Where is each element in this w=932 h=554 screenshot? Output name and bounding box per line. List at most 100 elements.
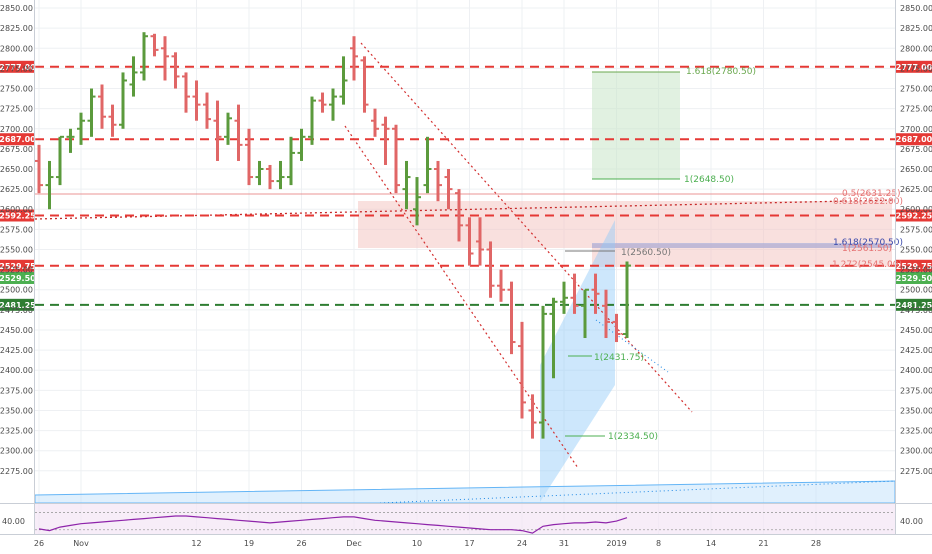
annotation-label: 1(2561.50) bbox=[842, 244, 892, 254]
ohlc-bar bbox=[119, 72, 127, 129]
ohlc-bar bbox=[339, 56, 348, 105]
current-price-label-left: 2529.50 bbox=[0, 274, 36, 283]
ohlc-bar bbox=[497, 269, 505, 302]
annotation-label: 1(2648.50) bbox=[684, 175, 734, 185]
y-tick-label-right: 2300.00 bbox=[900, 447, 932, 456]
x-tick-label: 12 bbox=[191, 539, 201, 548]
y-tick-label-left: 2775.00 bbox=[0, 64, 33, 73]
y-tick-label-left: 2275.00 bbox=[0, 467, 33, 476]
annotation-label: 0.618(2622.00) bbox=[833, 197, 903, 207]
y-tick-label-right: 2575.00 bbox=[900, 225, 932, 234]
y-tick-label-right: 2775.00 bbox=[900, 64, 932, 73]
x-tick-label: 14 bbox=[706, 539, 716, 548]
y-tick-label-right: 2550.00 bbox=[900, 245, 932, 254]
price-level-label-right: 2529.75 bbox=[896, 262, 932, 271]
ohlc-bar bbox=[329, 88, 337, 121]
price-level-tag-right bbox=[896, 209, 932, 222]
ohlc-bar bbox=[486, 241, 495, 298]
indicator-label-right: 40.00 bbox=[900, 517, 923, 526]
annotation-label: 1(2334.50) bbox=[608, 432, 658, 442]
x-tick-label: 8 bbox=[656, 539, 661, 548]
ohlc-bar bbox=[45, 160, 54, 210]
y-tick-label-right: 2525.00 bbox=[900, 266, 932, 275]
bars-layer bbox=[35, 32, 631, 439]
annotation-label: 1.618(2570.50) bbox=[833, 238, 903, 248]
price-level-label-right: 2777.00 bbox=[896, 63, 932, 72]
ohlc-bar bbox=[528, 394, 537, 439]
ohlc-bar bbox=[581, 288, 589, 339]
ohlc-bar bbox=[318, 92, 327, 113]
ohlc-bar bbox=[371, 108, 379, 137]
price-level-label-left: 2687.00 bbox=[0, 135, 36, 144]
current-price-tag-left bbox=[0, 271, 35, 284]
y-tick-label-right: 2800.00 bbox=[900, 44, 932, 53]
ohlc-bar bbox=[98, 84, 106, 129]
y-tick-label-left: 2600.00 bbox=[0, 205, 33, 214]
x-tick-label: 17 bbox=[464, 539, 474, 548]
y-tick-label-left: 2850.00 bbox=[0, 4, 33, 13]
ohlc-bar bbox=[234, 104, 243, 161]
indicator-band-background bbox=[35, 504, 895, 534]
price-level-label-left: 2592.25 bbox=[0, 211, 36, 220]
y-tick-label-left: 2825.00 bbox=[0, 24, 33, 33]
y-tick-label-right: 2600.00 bbox=[900, 205, 932, 214]
x-tick-label: Dec bbox=[346, 539, 361, 548]
ohlc-bar bbox=[434, 160, 442, 202]
y-tick-label-left: 2450.00 bbox=[0, 326, 33, 335]
y-tick-label-right: 2650.00 bbox=[900, 165, 932, 174]
pennant-upper-line bbox=[595, 319, 669, 373]
annotation-label: 1(2560.50) bbox=[621, 248, 671, 258]
ohlc-bar bbox=[140, 32, 148, 81]
y-tick-label-right: 2400.00 bbox=[900, 366, 932, 375]
current-price-label-right: 2529.50 bbox=[896, 274, 932, 283]
ohlc-bar bbox=[423, 136, 432, 194]
resistance-zone-upper bbox=[358, 201, 892, 248]
annotation-label: 1(2431.75) bbox=[594, 353, 644, 363]
ohlc-bar bbox=[224, 112, 232, 145]
y-tick-label-right: 2275.00 bbox=[900, 467, 932, 476]
y-tick-label-left: 2575.00 bbox=[0, 225, 33, 234]
ohlc-bar bbox=[255, 160, 264, 186]
ohlc-bar bbox=[392, 124, 400, 194]
y-tick-label-right: 2725.00 bbox=[900, 105, 932, 114]
price-level-tag-right bbox=[896, 298, 932, 311]
y-tick-label-left: 2475.00 bbox=[0, 306, 33, 315]
trendlines-layer bbox=[34, 42, 896, 504]
fib-blue-band bbox=[592, 243, 892, 248]
ohlc-bar bbox=[213, 100, 222, 161]
y-tick-label-left: 2300.00 bbox=[0, 447, 33, 456]
y-tick-label-right: 2750.00 bbox=[900, 85, 932, 94]
ohlc-bar bbox=[444, 169, 453, 210]
ohlc-bar bbox=[549, 297, 558, 379]
y-tick-label-left: 2675.00 bbox=[0, 145, 33, 154]
ascending-trendline bbox=[34, 199, 896, 220]
ohlc-bar bbox=[192, 80, 201, 121]
target-zone-green bbox=[592, 72, 680, 179]
y-tick-label-right: 2425.00 bbox=[900, 346, 932, 355]
y-tick-label-left: 2325.00 bbox=[0, 427, 33, 436]
ohlc-bar bbox=[203, 92, 211, 129]
y-tick-label-right: 2375.00 bbox=[900, 386, 932, 395]
x-tick-label: 31 bbox=[559, 539, 569, 548]
resistance-zone-lower bbox=[592, 244, 892, 267]
zones-layer bbox=[34, 72, 896, 504]
ohlc-bar bbox=[476, 217, 484, 266]
price-level-tag-right bbox=[896, 60, 932, 73]
ohlc-bar bbox=[507, 281, 516, 355]
ohlc-bar bbox=[612, 313, 621, 343]
ohlc-bar bbox=[56, 135, 64, 186]
y-tick-label-right: 2825.00 bbox=[900, 24, 932, 33]
ohlc-bar bbox=[570, 273, 579, 314]
ohlc-bar bbox=[350, 36, 358, 81]
x-tick-label: 10 bbox=[412, 539, 422, 548]
price-level-tag-right bbox=[896, 259, 932, 272]
x-tick-label: 26 bbox=[296, 539, 306, 548]
y-tick-label-left: 2425.00 bbox=[0, 346, 33, 355]
price-level-tag-left bbox=[0, 209, 35, 222]
x-tick-label: 21 bbox=[758, 539, 768, 548]
y-tick-label-left: 2725.00 bbox=[0, 105, 33, 114]
indicator-label-left: 40.00 bbox=[2, 517, 25, 526]
